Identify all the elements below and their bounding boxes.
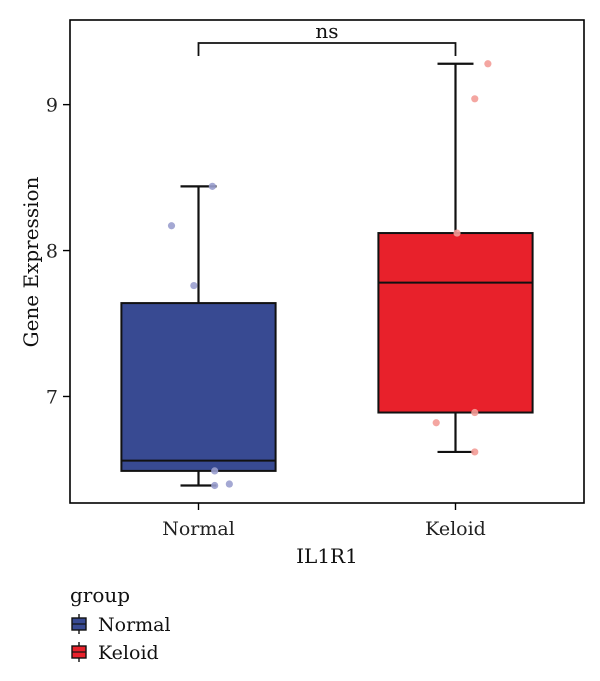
point-layer [167, 60, 492, 490]
data-point [211, 481, 219, 490]
y-axis-title: Gene Expression [19, 176, 43, 347]
data-point [471, 95, 479, 103]
box-keloid [377, 232, 534, 414]
x-tick-label: Keloid [425, 518, 486, 540]
box-normal [120, 302, 277, 472]
data-point [211, 467, 219, 475]
legend-item-normal: Normal [71, 614, 171, 636]
data-point [484, 60, 492, 68]
y-tick-label: 9 [46, 95, 58, 117]
axis-layer: 7 8 9 Normal Keloid [46, 95, 486, 540]
data-point [167, 222, 176, 230]
box-layer [120, 62, 534, 487]
legend-label: Keloid [98, 642, 159, 664]
y-tick-label: 7 [46, 386, 58, 408]
data-point [471, 448, 479, 456]
x-axis-title: IL1R1 [296, 544, 358, 568]
data-point [471, 408, 479, 417]
plot-panel-border [69, 19, 585, 504]
y-tick-label: 8 [46, 241, 58, 263]
legend-item-keloid: Keloid [71, 642, 159, 664]
data-point [432, 419, 440, 427]
data-point [225, 480, 233, 488]
legend: Normal Keloid [71, 614, 171, 664]
x-tick-label: Normal [162, 518, 235, 540]
significance-label: ns [315, 19, 338, 43]
annotation-layer: ns [197, 19, 457, 56]
significance-bracket [197, 42, 457, 56]
data-point [208, 182, 216, 190]
legend-label: Normal [98, 614, 171, 636]
data-point [453, 229, 461, 237]
data-point [190, 281, 198, 290]
legend-title: group [70, 583, 130, 607]
